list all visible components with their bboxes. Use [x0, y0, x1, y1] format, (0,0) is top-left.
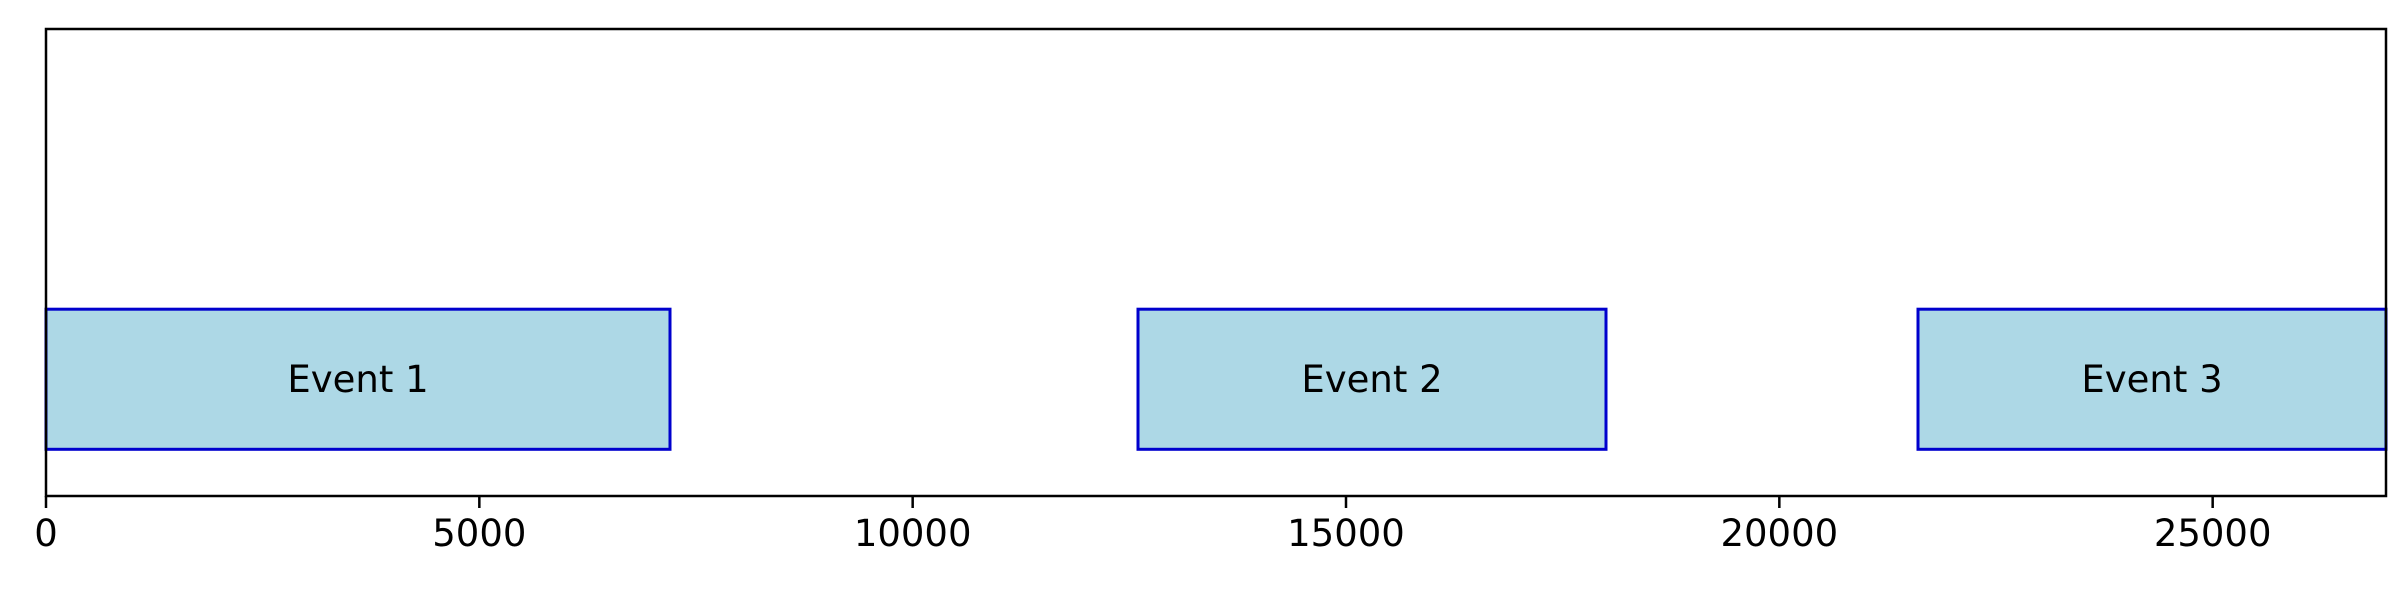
x-tick-label: 25000 — [2154, 512, 2272, 555]
event-label-2: Event 2 — [1301, 358, 1442, 401]
x-tick-label: 0 — [34, 512, 58, 555]
plot-frame — [44, 27, 2388, 498]
x-tick-label: 20000 — [1720, 512, 1838, 555]
x-axis-ticks: 0 5000 10000 15000 20000 25000 — [34, 496, 2272, 555]
event-bar-1 — [44, 307, 672, 451]
x-tick-label: 15000 — [1287, 512, 1405, 555]
event-bar-2 — [1136, 307, 1608, 451]
event-label-3: Event 3 — [2081, 358, 2222, 401]
event-bars: Event 1 Event 2 Event 3 — [44, 307, 2388, 451]
event-label-1: Event 1 — [287, 358, 428, 401]
x-tick-label: 5000 — [432, 512, 526, 555]
x-tick-label: 10000 — [854, 512, 972, 555]
event-bar-3 — [1916, 307, 2388, 451]
